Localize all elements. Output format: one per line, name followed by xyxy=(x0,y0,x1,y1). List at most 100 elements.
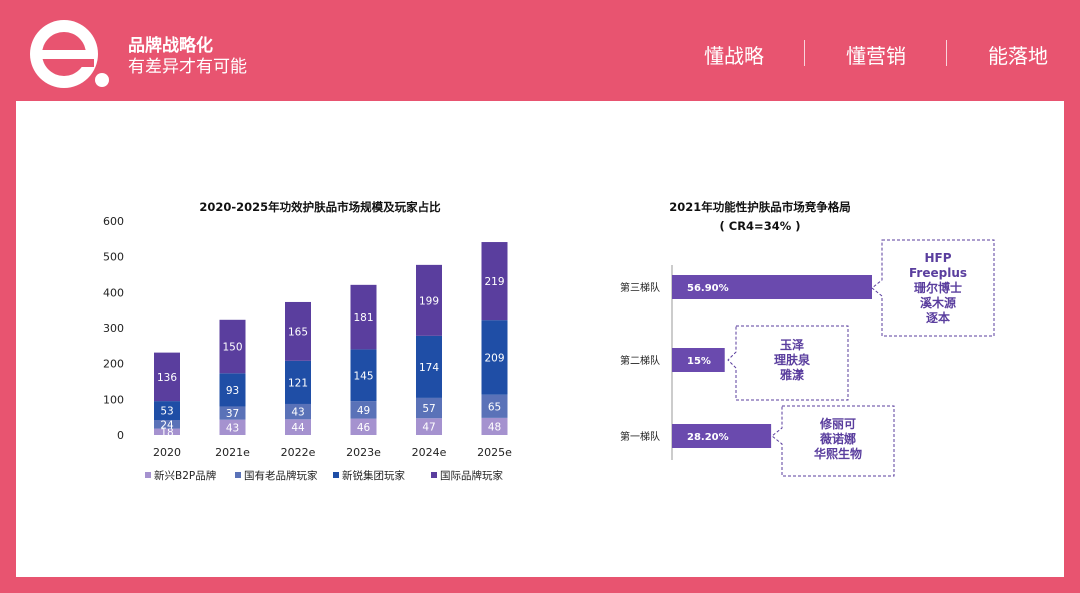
data-label: 43 xyxy=(226,422,239,434)
legend-swatch xyxy=(145,472,151,478)
x-tick-label: 2023e xyxy=(346,446,381,459)
y-tick-label: 第三梯队 xyxy=(620,281,660,294)
data-label: 53 xyxy=(160,406,173,418)
nav-marketing-link[interactable]: 懂营销 xyxy=(846,44,906,68)
y-tick-label: 500 xyxy=(103,251,124,264)
data-label: 199 xyxy=(419,295,439,307)
data-label: 136 xyxy=(157,372,177,384)
y-tick-label: 200 xyxy=(103,358,124,371)
bar-segment xyxy=(154,352,180,402)
data-label: 48 xyxy=(488,421,501,433)
data-label: 47 xyxy=(422,422,435,434)
bar xyxy=(672,348,725,372)
bar-segment xyxy=(416,335,442,398)
bar-segment xyxy=(350,284,377,350)
data-label: 44 xyxy=(291,422,305,434)
data-label: 43 xyxy=(291,407,304,419)
bar-segment xyxy=(285,419,311,435)
data-label: 18 xyxy=(160,427,173,439)
brand-name: HFP xyxy=(924,251,952,265)
data-label: 219 xyxy=(484,276,504,288)
brand-name: 华熙生物 xyxy=(813,447,862,461)
bar-segment xyxy=(481,320,508,395)
bar-segment xyxy=(154,401,180,421)
x-tick-label: 2025e xyxy=(477,446,512,459)
legend-label: 新兴B2P品牌 xyxy=(154,469,217,482)
legend-swatch xyxy=(235,472,241,478)
data-label: 181 xyxy=(353,312,373,324)
bar-segment xyxy=(481,242,508,321)
legend-label: 新锐集团玩家 xyxy=(342,469,405,482)
y-tick-label: 400 xyxy=(103,286,124,299)
legend-label: 国际品牌玩家 xyxy=(440,469,503,482)
y-tick-label: 第一梯队 xyxy=(620,430,660,443)
bar-segment xyxy=(285,360,311,404)
data-label: 209 xyxy=(484,352,504,364)
brand-name: 溪木源 xyxy=(919,296,956,310)
legend-swatch xyxy=(333,472,339,478)
tier3-callout-text: HFP Freeplus 珊尔博士 溪木源 逐本 xyxy=(884,251,992,326)
data-label: 49 xyxy=(357,405,370,417)
legend-swatch xyxy=(431,472,437,478)
bar-segment xyxy=(219,419,246,435)
nav-implementation-link[interactable]: 能落地 xyxy=(988,44,1048,68)
data-label: 24 xyxy=(160,419,174,431)
callout-box xyxy=(727,325,849,401)
bar-segment xyxy=(219,406,246,420)
data-label: 15% xyxy=(687,356,711,367)
data-label: 28.20% xyxy=(687,432,729,443)
brand-logo-icon xyxy=(30,20,109,88)
brand-name: 薇诺娜 xyxy=(819,432,856,446)
bar xyxy=(672,275,872,299)
data-label: 56.90% xyxy=(687,283,729,294)
brand-name: 玉泽 xyxy=(779,338,804,352)
data-label: 174 xyxy=(419,362,439,374)
bar xyxy=(672,424,772,448)
brand-title: 品牌战略化 xyxy=(128,36,213,56)
x-tick-label: 2021e xyxy=(215,446,250,459)
content-panel xyxy=(16,101,1064,577)
y-tick-label: 0 xyxy=(117,429,124,442)
y-tick-label: 第二梯队 xyxy=(620,354,660,367)
bar-segment xyxy=(219,319,246,374)
legend-label: 国有老品牌玩家 xyxy=(244,469,318,482)
data-label: 46 xyxy=(357,422,371,434)
data-label: 165 xyxy=(288,326,308,338)
data-label: 145 xyxy=(353,370,373,382)
bar-segment xyxy=(154,428,180,435)
bar-segment xyxy=(219,373,246,407)
x-tick-label: 2024e xyxy=(412,446,447,459)
brand-name: 理肤泉 xyxy=(773,353,810,367)
bar-segment xyxy=(285,301,311,361)
bar-segment xyxy=(416,397,442,419)
callout-box xyxy=(771,405,895,477)
y-tick-label: 300 xyxy=(103,322,124,335)
bar-segment xyxy=(350,401,377,419)
data-label: 65 xyxy=(488,401,501,413)
bar-segment xyxy=(416,264,442,336)
brand-name: 雅漾 xyxy=(779,368,804,382)
data-label: 57 xyxy=(422,403,435,415)
nav-divider xyxy=(946,40,947,66)
data-label: 37 xyxy=(226,408,239,420)
brand-name: 修丽可 xyxy=(819,417,856,431)
competition-chart-title: 2021年功能性护肤品市场竞争格局 xyxy=(669,200,851,214)
callout-box xyxy=(871,239,995,337)
data-label: 93 xyxy=(226,385,239,397)
data-label: 121 xyxy=(288,377,308,389)
data-label: 150 xyxy=(222,342,242,354)
competition-chart-subtitle: ( CR4=34% ) xyxy=(719,219,801,233)
bar-segment xyxy=(416,418,442,435)
y-tick-label: 100 xyxy=(103,393,124,406)
y-tick-label: 600 xyxy=(103,215,124,228)
x-tick-label: 2022e xyxy=(281,446,316,459)
nav-divider xyxy=(804,40,805,66)
tier2-callout-text: 玉泽 理肤泉 雅漾 xyxy=(736,338,848,383)
brand-subtitle: 有差异才有可能 xyxy=(128,57,247,77)
x-tick-label: 2020 xyxy=(153,446,181,459)
stacked-chart-title: 2020-2025年功效护肤品市场规模及玩家占比 xyxy=(199,200,441,214)
nav-strategy-link[interactable]: 懂战略 xyxy=(704,44,764,68)
bar-segment xyxy=(481,417,508,435)
brand-name: 珊尔博士 xyxy=(913,281,962,295)
bar-segment xyxy=(285,403,311,420)
